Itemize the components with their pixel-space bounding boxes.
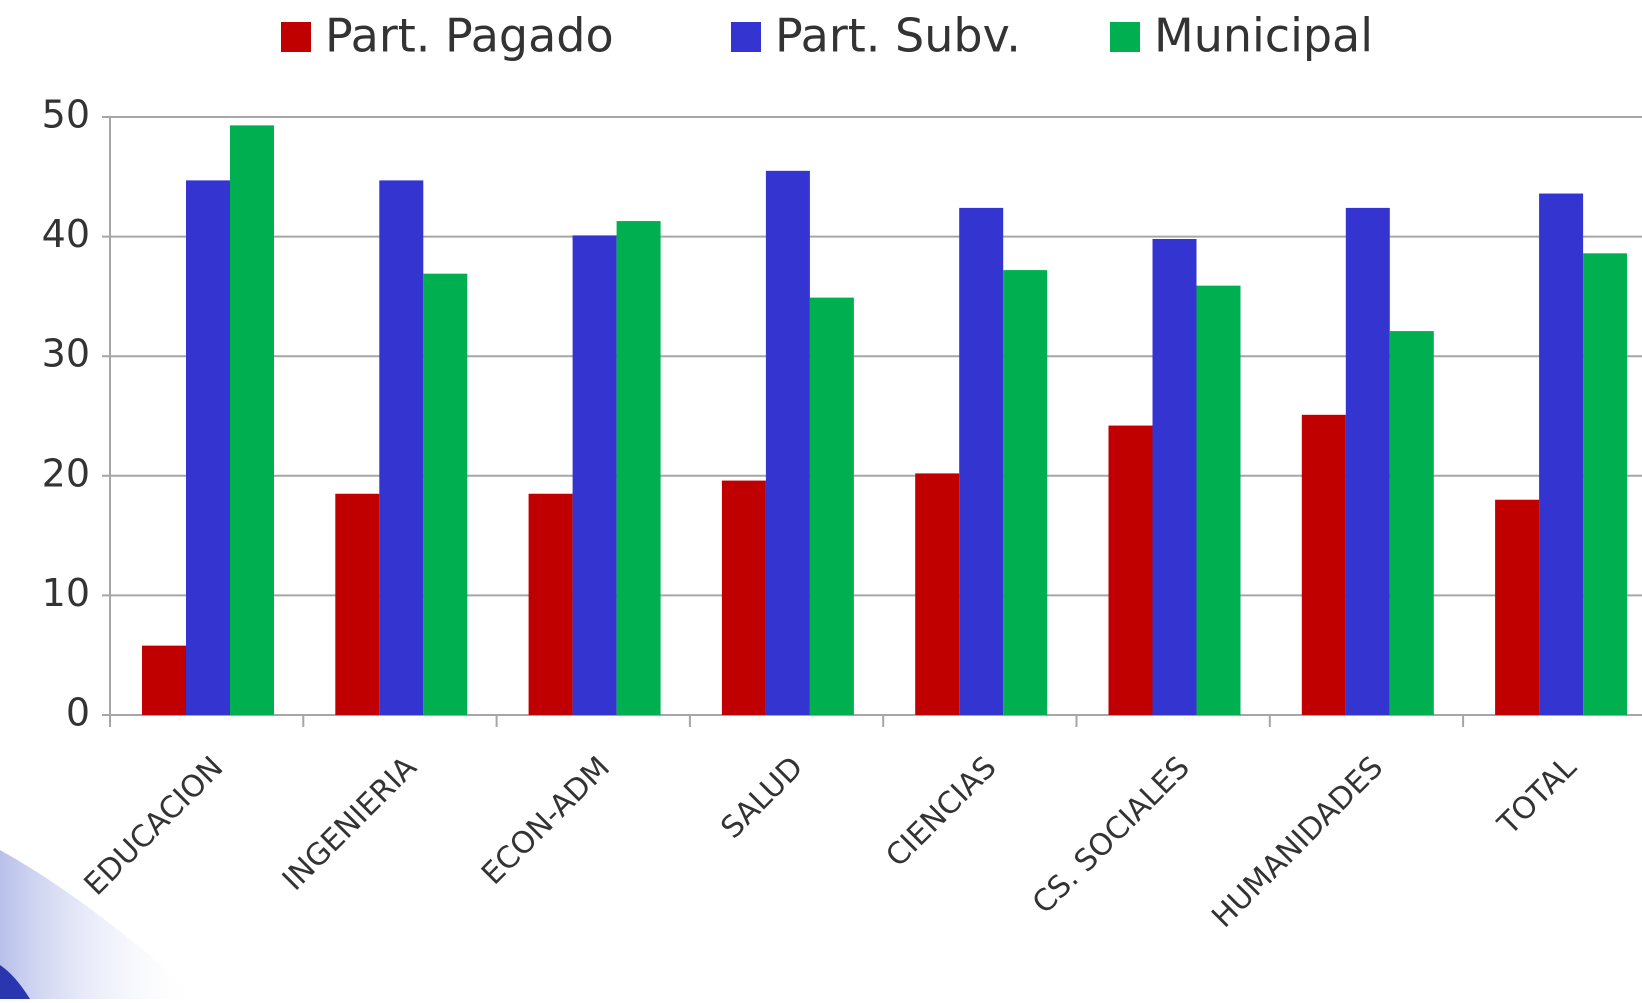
legend-label: Part. Subv. <box>775 9 1021 63</box>
decoration <box>0 965 30 999</box>
bar <box>1345 207 1390 715</box>
bar <box>142 645 186 715</box>
legend-label: Part. Pagado <box>325 9 614 63</box>
bar <box>1301 414 1346 715</box>
x-tick-label: TOTAL <box>1491 750 1584 843</box>
y-tick-label: 20 <box>42 451 90 495</box>
y-tick-label: 50 <box>42 93 90 137</box>
bar <box>809 297 854 715</box>
bar <box>1583 253 1628 715</box>
bar <box>1108 425 1153 715</box>
bar <box>335 493 380 715</box>
legend-label: Municipal <box>1154 9 1373 63</box>
bar <box>230 125 274 715</box>
y-tick-label: 30 <box>42 332 90 376</box>
bar <box>1003 270 1048 715</box>
x-tick-label: CIENCIAS <box>879 750 1003 874</box>
bar <box>186 180 230 715</box>
bar <box>423 273 468 715</box>
bar <box>959 207 1004 715</box>
x-tick-label: INGENIERIA <box>276 750 424 898</box>
legend-swatch <box>731 22 761 52</box>
legend-swatch <box>1110 22 1140 52</box>
decoration <box>0 850 200 999</box>
bar <box>528 493 573 715</box>
x-tick-label: EDUCACION <box>78 750 231 903</box>
x-tick-label: ECON-ADM <box>475 750 617 892</box>
bar <box>572 235 617 716</box>
bar <box>1495 499 1540 715</box>
bar <box>765 170 810 715</box>
bar <box>379 180 424 715</box>
bar <box>1196 285 1241 715</box>
bar <box>1152 238 1197 715</box>
legend-swatch <box>281 22 311 52</box>
bar <box>915 473 960 715</box>
y-tick-label: 0 <box>66 691 90 735</box>
x-tick-label: HUMANIDADES <box>1205 750 1390 935</box>
x-tick-label: CS. SOCIALES <box>1026 750 1197 921</box>
x-tick-label: SALUD <box>714 750 810 846</box>
y-tick-label: 10 <box>42 571 90 615</box>
bar <box>616 221 661 715</box>
bar <box>1539 193 1584 715</box>
y-tick-label: 40 <box>42 212 90 256</box>
bar <box>721 480 766 715</box>
bar <box>1389 331 1434 715</box>
